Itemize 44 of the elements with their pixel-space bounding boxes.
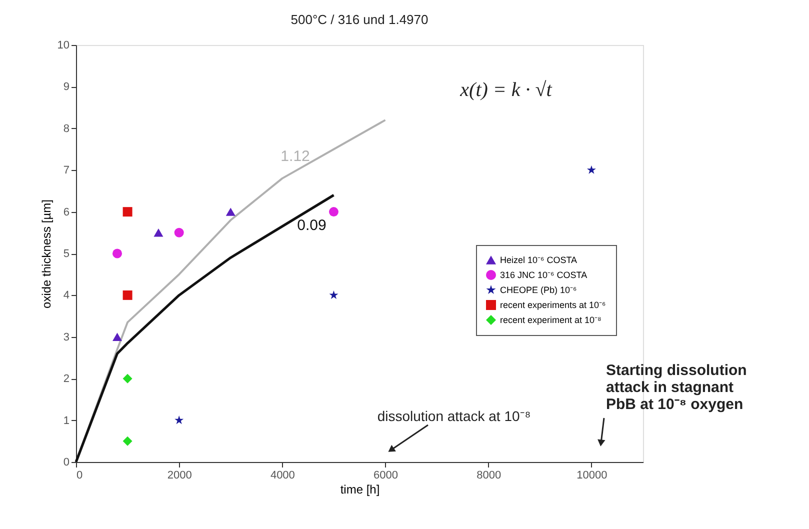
line-series <box>74 194 335 464</box>
legend-label: 316 JNC 10⁻⁶ COSTA <box>500 270 588 280</box>
point <box>112 248 122 258</box>
annotation: x(t) = k · √t <box>459 79 552 101</box>
x-tick-label: 6000 <box>374 470 398 482</box>
y-tick-label: 7 <box>63 164 70 177</box>
point <box>226 208 236 216</box>
point <box>174 228 184 238</box>
point <box>122 207 132 217</box>
series-label: 0.09 <box>297 217 326 234</box>
legend-label: recent experiments at 10⁻⁶ <box>500 300 606 310</box>
legend-label: recent experiment at 10⁻⁸ <box>500 315 602 325</box>
chart-title: 500°C / 316 und 1.4970 <box>290 12 428 27</box>
point <box>122 436 132 446</box>
point <box>328 207 338 217</box>
x-tick-label: 0 <box>76 470 83 482</box>
x-tick-label: 10000 <box>576 470 608 482</box>
legend-label: CHEOPE (Pb) 10⁻⁶ <box>500 285 578 295</box>
point <box>122 374 132 384</box>
y-tick-label: 4 <box>63 290 70 302</box>
point <box>122 290 132 300</box>
annotation: dissolution attack at 10⁻⁸ <box>377 408 531 424</box>
y-tick-label: 9 <box>63 81 70 94</box>
x-tick-label: 8000 <box>476 470 502 482</box>
y-tick-label: 8 <box>63 122 70 135</box>
y-axis-title: oxide thickness [µm] <box>39 200 54 308</box>
point <box>112 332 122 342</box>
annotation: Starting dissolution attack in stagnant PbB at 10⁻⁸ oxygen <box>606 362 747 413</box>
y-tick-label: 3 <box>63 331 70 344</box>
legend-label: Heizel 10⁻⁶ COSTA <box>500 255 578 265</box>
point <box>329 290 338 300</box>
x-tick-label: 2000 <box>167 470 192 482</box>
point <box>586 165 596 174</box>
y-tick-label: 1 <box>63 414 70 427</box>
y-tick-label: 10 <box>57 40 70 52</box>
y-tick-label: 2 <box>63 373 70 386</box>
x-axis-title: time [h] <box>340 482 380 496</box>
y-tick-label: 5 <box>63 248 70 260</box>
point <box>154 228 164 237</box>
y-tick-label: 0 <box>63 456 70 468</box>
x-tick-label: 4000 <box>270 470 295 482</box>
series-label: 1.12 <box>280 148 310 166</box>
point <box>174 416 184 424</box>
y-tick-label: 6 <box>63 206 70 218</box>
